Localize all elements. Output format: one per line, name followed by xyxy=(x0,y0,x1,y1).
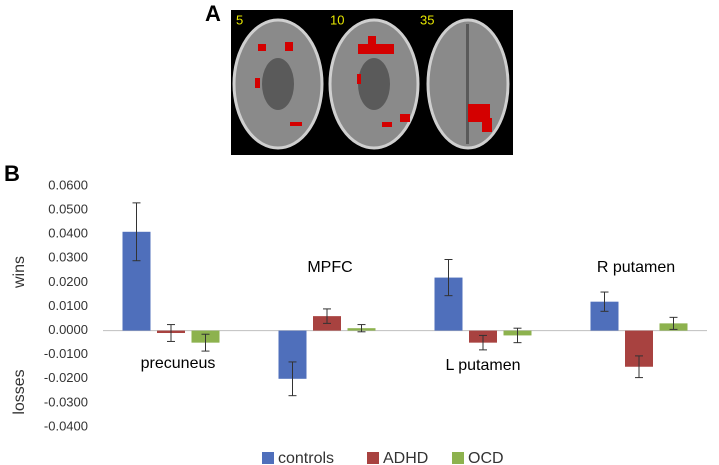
legend-label: ADHD xyxy=(383,450,428,465)
slice-label: 5 xyxy=(236,12,243,27)
y-tick-label: 0.0500 xyxy=(48,202,88,217)
y-label: losses xyxy=(11,369,28,414)
category-label: precuneus xyxy=(141,355,216,372)
y-tick-label: -0.0200 xyxy=(44,370,88,385)
slice-label: 10 xyxy=(330,12,344,27)
brain-panel xyxy=(231,10,513,155)
y-tick-label: 0.0000 xyxy=(48,322,88,337)
error-bar xyxy=(167,324,175,342)
panel-label: B xyxy=(4,161,20,186)
y-tick-label: 0.0400 xyxy=(48,226,88,241)
y-tick-label: 0.0600 xyxy=(48,177,88,192)
y-tick-label: 0.0300 xyxy=(48,250,88,265)
y-tick-label: -0.0100 xyxy=(44,346,88,361)
error-bar xyxy=(513,327,522,344)
error-bar xyxy=(600,291,609,312)
error-bar xyxy=(669,316,678,330)
error-bar xyxy=(635,355,643,379)
y-tick-label: 0.0200 xyxy=(48,274,88,289)
category-label: L putamen xyxy=(445,357,520,374)
y-tick-label: -0.0400 xyxy=(44,418,88,433)
error-bar xyxy=(479,334,487,351)
category-label: R putamen xyxy=(597,259,675,276)
error-bar xyxy=(288,361,297,397)
legend-swatch xyxy=(262,452,274,464)
error-bar xyxy=(444,259,453,297)
y-tick-label: -0.0300 xyxy=(44,394,88,409)
panel-label: A xyxy=(205,1,221,26)
y-label: wins xyxy=(11,256,28,289)
error-bar xyxy=(357,324,366,333)
legend-swatch xyxy=(367,452,379,464)
category-label: MPFC xyxy=(307,259,352,276)
y-tick-label: 0.0100 xyxy=(48,298,88,313)
error-bar xyxy=(132,202,141,262)
legend-label: OCD xyxy=(468,450,504,465)
error-bar xyxy=(201,333,210,352)
error-bar xyxy=(323,308,331,324)
legend-label: controls xyxy=(278,450,334,465)
legend-swatch xyxy=(452,452,464,464)
slice-label: 35 xyxy=(420,12,434,27)
